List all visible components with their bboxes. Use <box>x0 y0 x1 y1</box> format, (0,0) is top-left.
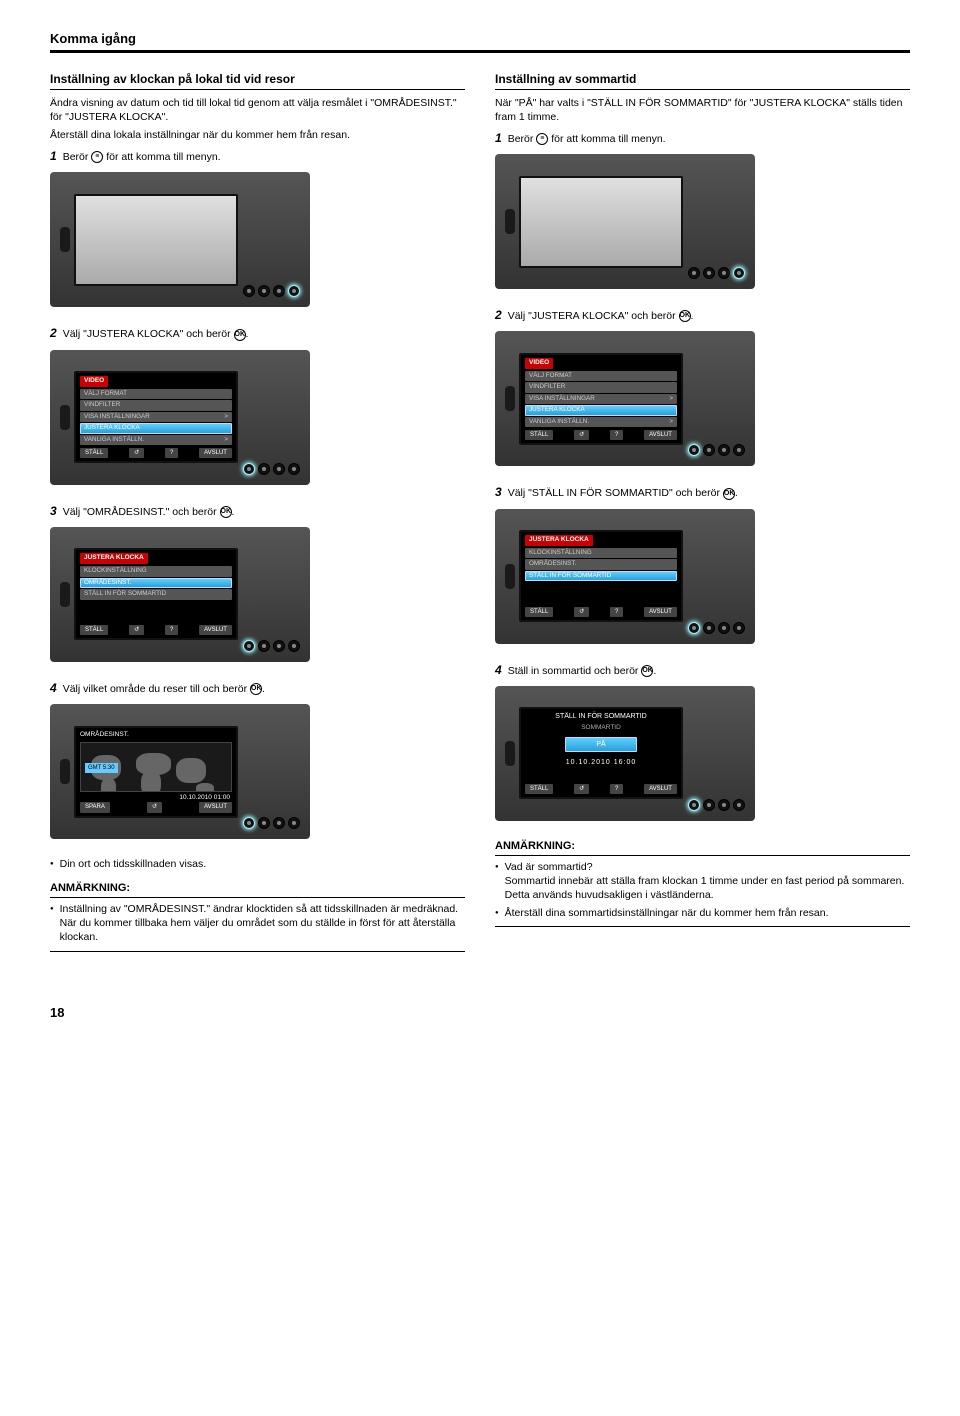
right-bullet2: Återställ dina sommartidsinställningar n… <box>495 906 910 920</box>
device-justera-right: JUSTERA KLOCKA KLOCKINSTÄLLNING OMRÅDESI… <box>495 509 755 644</box>
device-blank <box>50 172 310 307</box>
left-bullet1: Din ort och tidsskillnaden visas. <box>50 857 465 871</box>
ok-icon: OK <box>723 488 735 500</box>
menu-row-selected: JUSTERA KLOCKA <box>80 423 232 434</box>
menu-row: VANLIGA INSTÄLLN.> <box>80 435 232 446</box>
left-step2: 2 Välj "JUSTERA KLOCKA" och berör OK. <box>50 325 465 341</box>
right-step3: 3 Välj "STÄLL IN FÖR SOMMARTID" och berö… <box>495 484 910 500</box>
left-step3: 3 Välj "OMRÅDESINST." och berör OK. <box>50 503 465 519</box>
menu-icon: ≡ <box>536 133 548 145</box>
ctrl-b[interactable] <box>258 285 270 297</box>
ok-icon: OK <box>641 665 653 677</box>
menu-icon: ≡ <box>91 151 103 163</box>
right-heading: Inställning av sommartid <box>495 71 910 90</box>
right-column: Inställning av sommartid När "PÅ" har va… <box>495 71 910 954</box>
world-map: GMT 5:30 <box>80 742 232 791</box>
right-step4: 4 Ställ in sommartid och berör OK. <box>495 662 910 678</box>
device-map: OMRÅDESINST. GMT 5:30 10.10.2010 01:00 S… <box>50 704 310 839</box>
left-column: Inställning av klockan på lokal tid vid … <box>50 71 465 954</box>
left-bullet2: Inställning av "OMRÅDESINST." ändrar klo… <box>50 902 465 945</box>
device-sommartid: STÄLL IN FÖR SOMMARTID SOMMARTID PÅ 10.1… <box>495 686 755 821</box>
right-intro1: När "PÅ" har valts i "STÄLL IN FÖR SOMMA… <box>495 96 910 124</box>
left-step4-text: Välj vilket område du reser till och ber… <box>63 683 247 695</box>
page-number: 18 <box>50 1004 910 1022</box>
ctrl-c[interactable] <box>273 285 285 297</box>
left-note-title: ANMÄRKNING: <box>50 881 465 898</box>
device-justera-left: JUSTERA KLOCKA KLOCKINSTÄLLNING OMRÅDESI… <box>50 527 310 662</box>
left-intro2: Återställ dina lokala inställningar när … <box>50 128 465 142</box>
menu-row: VINDFILTER <box>80 400 232 411</box>
left-step1-text: Berör <box>63 151 89 163</box>
left-heading: Inställning av klockan på lokal tid vid … <box>50 71 465 90</box>
device-blank-right <box>495 154 755 289</box>
right-step2: 2 Välj "JUSTERA KLOCKA" och berör OK. <box>495 307 910 323</box>
left-step3-text: Välj "OMRÅDESINST." och berör <box>63 506 217 518</box>
ctrl-ok[interactable] <box>243 463 255 475</box>
ctrl-menu[interactable] <box>288 285 300 297</box>
ok-icon: OK <box>250 683 262 695</box>
left-step1-after: för att komma till menyn. <box>106 151 220 163</box>
left-step4: 4 Välj vilket område du reser till och b… <box>50 680 465 696</box>
left-step2-text: Välj "JUSTERA KLOCKA" och berör <box>63 328 231 340</box>
ok-icon: OK <box>220 506 232 518</box>
menu-row: VÄLJ FORMAT <box>80 389 232 400</box>
menu-row: VISA INSTÄLLNINGAR> <box>80 412 232 423</box>
right-bullet1: Vad är sommartid? Sommartid innebär att … <box>495 860 910 903</box>
ok-icon: OK <box>234 329 246 341</box>
ctrl-ok[interactable] <box>243 285 255 297</box>
section-title: Komma igång <box>50 30 910 53</box>
left-step1: 1 Berör ≡ för att komma till menyn. <box>50 148 465 164</box>
right-step1: 1 Berör ≡ för att komma till menyn. <box>495 130 910 146</box>
device-video-menu-left: VIDEO VÄLJ FORMAT VINDFILTER VISA INSTÄL… <box>50 350 310 485</box>
video-tag: VIDEO <box>80 376 108 387</box>
device-video-menu-right: VIDEO VÄLJ FORMAT VINDFILTER VISA INSTÄL… <box>495 331 755 466</box>
left-intro1: Ändra visning av datum och tid till loka… <box>50 96 465 124</box>
ok-icon: OK <box>679 310 691 322</box>
right-note-title: ANMÄRKNING: <box>495 839 910 856</box>
